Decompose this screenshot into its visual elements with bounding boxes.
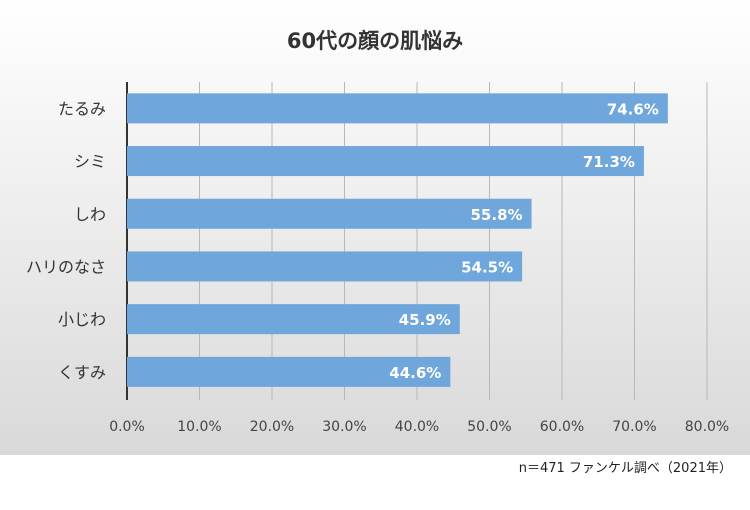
bar [127,198,532,229]
category-label: しわ [74,205,106,224]
bar [127,304,460,335]
x-tick-label: 0.0% [109,419,145,435]
data-label: 45.9% [399,311,451,329]
x-tick-label: 20.0% [250,419,294,435]
data-label: 71.3% [583,153,635,171]
x-tick-label: 40.0% [395,419,439,435]
x-tick-label: 30.0% [322,419,366,435]
x-tick-label: 50.0% [467,419,511,435]
x-tick-label: 60.0% [540,419,584,435]
bar [127,93,668,124]
x-tick-label: 70.0% [612,419,656,435]
data-label: 54.5% [461,258,513,276]
bar [127,146,644,177]
category-label: 小じわ [58,310,106,329]
bar [127,251,523,282]
chart-panel: 60代の顔の肌悩み 0.0% 10.0% 20.0% 30.0% 40.0% 50.0% 6… [0,0,750,455]
category-label: くすみ [58,363,106,382]
data-label: 74.6% [607,100,659,118]
category-label: シミ [74,152,106,171]
data-label: 44.6% [389,364,441,382]
survey-footnote: n＝471 ファンケル調べ（2021年） [518,461,732,476]
x-tick-label: 10.0% [177,419,221,435]
category-label: ハリのなさ [26,257,106,276]
bar [127,356,451,387]
data-label: 55.8% [471,206,523,224]
category-label: たるみ [58,99,106,118]
x-tick-label: 80.0% [685,419,729,435]
bar-chart: 60代の顔の肌悩み 0.0% 10.0% 20.0% 30.0% 40.0% 50.0% 6… [0,0,750,455]
chart-title: 60代の顔の肌悩み [287,29,463,53]
